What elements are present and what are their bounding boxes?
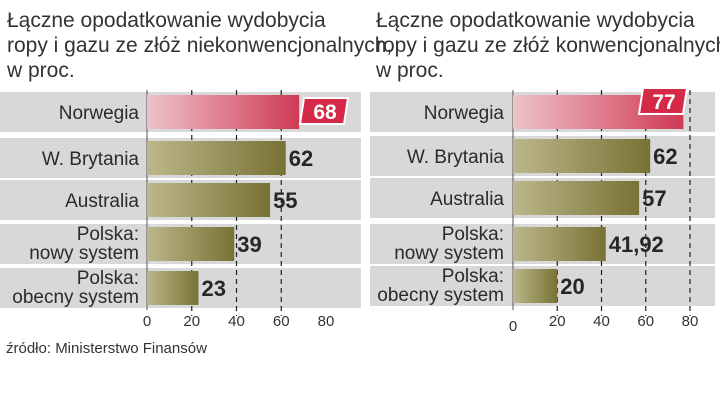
- bar: [147, 183, 271, 217]
- value-label: 39: [237, 232, 261, 257]
- tick-label: 60: [273, 313, 290, 330]
- bar: [513, 227, 606, 261]
- tick-label: 0: [143, 313, 151, 330]
- value-badge: [298, 97, 350, 125]
- category-label-line: obecny system: [377, 285, 504, 306]
- category-label: Australia: [430, 189, 504, 210]
- value-label: 62: [653, 144, 677, 169]
- value-label: 77: [652, 91, 675, 114]
- value-label: 41,92: [609, 232, 664, 257]
- category-label: Polska: obecny system: [12, 268, 139, 308]
- chart-title-left: Łączne opodatkowanie wydobycia ropy i ga…: [7, 8, 393, 83]
- tick-label: 20: [183, 313, 200, 330]
- title-line: w proc.: [376, 59, 444, 82]
- bar: [147, 141, 286, 175]
- value-label: 20: [560, 274, 584, 299]
- bar: [147, 227, 235, 261]
- category-label: Norwegia: [59, 103, 140, 124]
- tick-label: 40: [593, 313, 610, 330]
- title-line: Łączne opodatkowanie wydobycia: [376, 9, 695, 32]
- category-label-line: Polska:: [442, 266, 504, 287]
- bar: [513, 269, 558, 303]
- value-label: 55: [273, 188, 297, 213]
- category-label: Polska: obecny system: [377, 266, 504, 306]
- bar-highlight: [147, 95, 300, 129]
- tick-label: 60: [637, 313, 654, 330]
- source-note: źródło: Ministerstwo Finansów: [6, 340, 207, 357]
- tick-label: 20: [549, 313, 566, 330]
- value-badge: [637, 87, 689, 115]
- tick-label: 0: [509, 318, 517, 335]
- tick-label: 80: [682, 313, 699, 330]
- bar: [513, 139, 651, 173]
- title-line: Łączne opodatkowanie wydobycia: [7, 9, 326, 32]
- value-label: 62: [289, 146, 313, 171]
- title-line: ropy i gazu ze złóż konwencjonalnych,: [376, 34, 720, 57]
- value-label: 23: [201, 276, 225, 301]
- category-label: W. Brytania: [407, 147, 505, 168]
- category-label: Australia: [65, 191, 139, 212]
- value-label: 57: [642, 186, 666, 211]
- tick-label: 80: [318, 313, 335, 330]
- category-label: W. Brytania: [42, 149, 140, 170]
- category-label-line: Polska:: [77, 224, 139, 245]
- title-line: w proc.: [7, 59, 75, 82]
- category-label: Norwegia: [424, 103, 505, 124]
- chart-title-right: Łączne opodatkowanie wydobycia ropy i ga…: [376, 8, 720, 83]
- category-label-line: obecny system: [12, 287, 139, 308]
- tick-label: 40: [228, 313, 245, 330]
- category-label: Polska: nowy system: [29, 224, 139, 264]
- value-label: 68: [313, 101, 337, 124]
- category-label-line: Polska:: [77, 268, 139, 289]
- category-label-line: nowy system: [29, 243, 139, 264]
- category-label: Polska: nowy system: [394, 224, 504, 264]
- category-label-line: nowy system: [394, 243, 504, 264]
- category-label-line: Polska:: [442, 224, 504, 245]
- bar: [147, 271, 199, 305]
- title-line: ropy i gazu ze złóż niekonwencjonalnych,: [7, 34, 393, 57]
- bar: [513, 181, 640, 215]
